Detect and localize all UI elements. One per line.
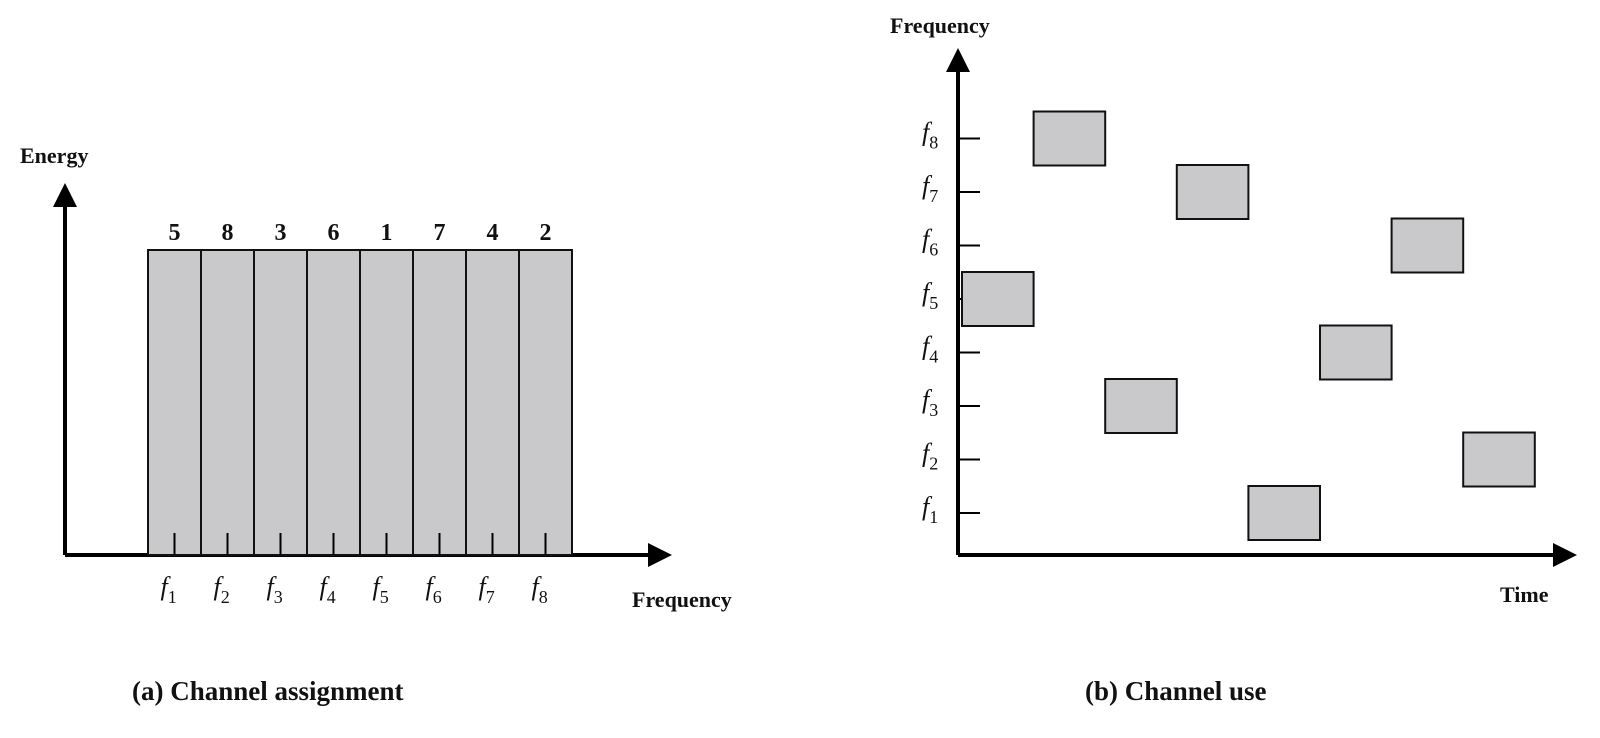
level-label-6: f6 (922, 225, 938, 260)
frequency-levels: f1 f2 f3 f4 f5 f6 f7 f8 (922, 118, 980, 527)
level-label-8: f8 (922, 118, 938, 153)
hop-box-8 (1462, 431, 1536, 488)
hop-box-5 (1247, 485, 1322, 541)
channel-number-4: 6 (328, 220, 340, 246)
energy-axis-label: Energy (20, 143, 88, 168)
hop-box-3 (1104, 378, 1178, 434)
level-label-2: f2 (922, 439, 938, 474)
hop-box-1 (961, 271, 1035, 327)
channel-bar-2 (200, 249, 255, 556)
hop-box-2 (1032, 110, 1107, 167)
channel-frequency-label-4: f4 (320, 572, 336, 607)
caption-channel-use: (b) Channel use (1085, 676, 1267, 706)
channel-frequency-label-7: f7 (479, 572, 495, 607)
channel-number-8: 2 (540, 220, 552, 246)
channel-number-2: 8 (222, 220, 234, 246)
hop-boxes (961, 110, 1536, 541)
channel-number-3: 3 (275, 220, 287, 246)
channel-frequency-label-6: f6 (426, 572, 442, 607)
time-axis-label: Time (1500, 582, 1549, 607)
channel-number-6: 7 (434, 220, 446, 246)
channel-bar-4 (306, 249, 361, 556)
level-label-7: f7 (922, 171, 938, 206)
channel-frequency-label-8: f8 (532, 572, 548, 607)
channel-bar-3 (253, 249, 308, 556)
level-label-1: f1 (922, 492, 938, 527)
frequency-axis-label-a: Frequency (632, 587, 732, 612)
level-label-5: f5 (922, 278, 938, 313)
channel-number-7: 4 (487, 220, 499, 246)
channel-bar-6 (412, 249, 467, 556)
hop-box-6 (1319, 324, 1393, 381)
panel-a-channel-assignment: Energy Frequency 5 f1 8 f2 3 f3 6 f4 1 f5 7 f6 4 f7 2 f… (20, 143, 732, 706)
channel-bar-8 (518, 249, 573, 556)
hop-box-4 (1175, 164, 1250, 220)
level-label-3: f3 (922, 385, 938, 420)
channel-frequency-label-5: f5 (373, 572, 389, 607)
channel-bars: 5 f1 8 f2 3 f3 6 f4 1 f5 7 f6 4 f7 2 f8 (147, 220, 573, 607)
channel-bar-5 (359, 249, 414, 556)
panel-b-channel-use: Frequency Time f1 f2 f3 f4 f5 f6 f7 f8 (b) Chan… (890, 13, 1577, 706)
frequency-axis-label-b: Frequency (890, 13, 990, 38)
channel-bar-1 (147, 249, 202, 556)
channel-bar-7 (465, 249, 520, 556)
channel-frequency-label-3: f3 (267, 572, 283, 607)
channel-number-5: 1 (381, 220, 393, 246)
hop-box-7 (1390, 217, 1465, 274)
level-label-4: f4 (922, 332, 938, 367)
channel-frequency-label-2: f2 (214, 572, 230, 607)
channel-number-1: 5 (169, 220, 181, 246)
caption-channel-assignment: (a) Channel assignment (132, 676, 404, 706)
channel-frequency-label-1: f1 (161, 572, 177, 607)
